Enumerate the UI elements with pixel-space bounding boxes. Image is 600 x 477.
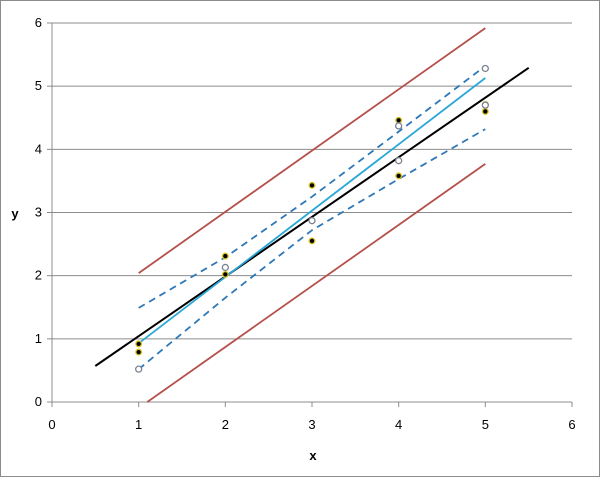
- data-points: [135, 64, 489, 373]
- filled-data-point: [308, 237, 316, 245]
- filled-data-point: [135, 348, 143, 356]
- series-lines: [94, 27, 530, 403]
- y-axis-title: y: [11, 206, 19, 221]
- x-tick-label: 5: [482, 417, 489, 432]
- x-tick-label: 0: [48, 417, 55, 432]
- tick-labels: 0 1 2 3 4 5 6 0 1 2 3 4 5 6: [35, 15, 576, 432]
- confidence-band-line: [138, 128, 486, 370]
- x-tick-label: 1: [135, 417, 142, 432]
- y-tick-label: 2: [35, 268, 42, 283]
- open-data-point: [481, 64, 489, 73]
- filled-data-point: [221, 252, 229, 260]
- filled-data-point: [395, 172, 403, 180]
- axes: [47, 22, 573, 407]
- filled-data-point: [308, 181, 316, 189]
- open-data-point: [135, 365, 143, 373]
- open-data-point: [308, 217, 316, 225]
- prediction-band-line: [146, 163, 486, 403]
- fitted-regression-line: [138, 77, 486, 345]
- filled-data-point: [221, 270, 229, 278]
- y-tick-label: 1: [35, 331, 42, 346]
- y-tick-label: 0: [35, 394, 42, 409]
- filled-data-point: [395, 116, 403, 124]
- gridlines: [52, 22, 572, 340]
- prediction-band-line: [138, 27, 486, 274]
- y-tick-label: 5: [35, 78, 42, 93]
- open-data-point: [395, 122, 403, 130]
- filled-data-point: [481, 107, 489, 115]
- filled-data-point: [135, 340, 143, 348]
- x-axis-title: x: [309, 448, 317, 463]
- open-data-point: [481, 101, 489, 109]
- true-regression-line: [94, 66, 530, 367]
- x-tick-label: 2: [222, 417, 229, 432]
- x-tick-label: 6: [568, 417, 575, 432]
- x-tick-label: 3: [308, 417, 315, 432]
- y-tick-label: 3: [35, 205, 42, 220]
- x-tick-label: 4: [395, 417, 402, 432]
- y-tick-label: 4: [35, 141, 42, 156]
- y-tick-label: 6: [35, 15, 42, 30]
- open-data-point: [395, 157, 403, 165]
- confidence-band-line: [138, 65, 486, 309]
- open-data-point: [221, 263, 229, 272]
